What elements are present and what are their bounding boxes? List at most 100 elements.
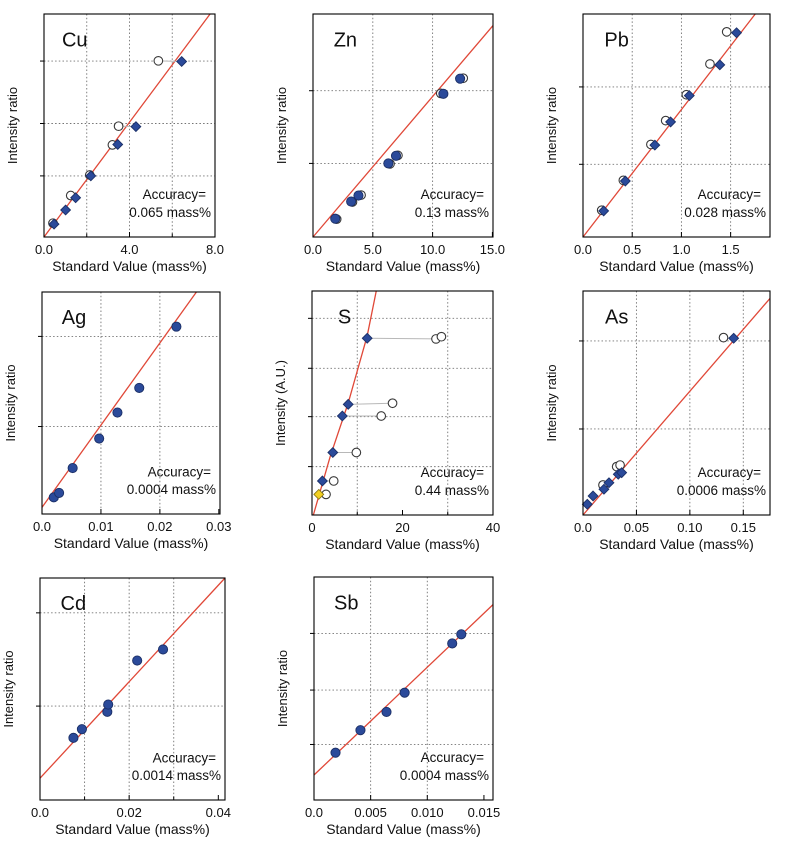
filled-circle-marker — [68, 732, 79, 743]
open-circle-marker — [387, 398, 398, 409]
filled-diamond-marker — [665, 116, 677, 128]
x-tick-label: 10.0 — [420, 242, 445, 257]
x-tick-label: 0.0 — [574, 520, 592, 535]
accuracy-value: 0.13 mass% — [415, 205, 489, 220]
x-tick-label: 20 — [395, 520, 409, 535]
y-axis-label: Intensity ratio — [275, 650, 290, 727]
open-circle-marker — [718, 332, 729, 343]
x-tick-label: 0 — [308, 520, 315, 535]
filled-diamond-marker — [598, 205, 610, 217]
y-axis-label: Intensity ratio — [544, 87, 559, 164]
plot-box — [41, 291, 221, 515]
plot-title: Zn — [334, 29, 357, 51]
y-axis-label: Intensity ratio — [274, 87, 289, 164]
y-axis-label: Intensity ratio — [1, 650, 16, 727]
x-tick-label: 0.02 — [117, 805, 142, 820]
filled-circle-marker — [76, 724, 87, 735]
plot-title: S — [338, 306, 351, 328]
filled-diamond-marker — [731, 27, 743, 39]
open-circle-marker — [153, 55, 164, 66]
filled-circle-marker — [132, 655, 143, 666]
filled-circle-marker — [355, 725, 366, 736]
filled-circle-marker — [67, 462, 78, 474]
plot-title: Pb — [604, 29, 628, 51]
accuracy-value: 0.44 mass% — [415, 483, 489, 498]
plot-box — [313, 576, 494, 801]
fit-line — [39, 577, 226, 779]
x-axis-label: Standard Value (mass%) — [325, 536, 480, 552]
x-axis-label: Standard Value (mass%) — [54, 535, 209, 551]
filled-circle-marker — [390, 150, 402, 161]
filled-diamond-marker — [130, 121, 142, 133]
plot-box — [582, 290, 771, 516]
filled-circle-marker — [456, 629, 467, 640]
chart-as: 0.0 0.05 0.10 0.15 As Accuracy= 0.0006 mass% St… — [544, 290, 771, 552]
x-axis-label: Standard Value (mass%) — [52, 258, 207, 274]
accuracy-label: Accuracy= — [698, 465, 762, 480]
filled-circle-marker — [438, 88, 449, 99]
accuracy-label: Accuracy= — [421, 187, 485, 202]
plot-title: Ag — [62, 307, 86, 329]
filled-circle-marker — [157, 644, 169, 655]
accuracy-value: 0.0004 mass% — [400, 768, 489, 783]
filled-diamond-marker — [361, 332, 373, 344]
plot-title: As — [605, 306, 628, 328]
filled-circle-marker — [399, 687, 410, 698]
open-circle-marker — [721, 26, 732, 37]
open-circle-marker — [436, 331, 447, 342]
connector-line — [367, 337, 436, 340]
filled-diamond-marker — [616, 467, 628, 479]
filled-circle-marker — [94, 433, 105, 444]
filled-diamond-marker — [728, 332, 740, 344]
x-tick-label: 0.015 — [468, 805, 501, 820]
open-circle-marker — [351, 447, 362, 458]
x-tick-label: 0.5 — [623, 242, 641, 257]
filled-circle-marker — [171, 321, 182, 332]
filled-diamond-marker — [112, 138, 124, 150]
filled-diamond-marker — [587, 490, 599, 502]
x-tick-label: 40 — [486, 520, 500, 535]
filled-diamond-marker — [342, 398, 354, 410]
accuracy-value: 0.028 mass% — [684, 205, 766, 220]
filled-circle-marker — [381, 706, 392, 717]
x-tick-label: 15.0 — [480, 242, 505, 257]
chart-sb: 0.0 0.005 0.010 0.015 Sb Accuracy= 0.0004 mass… — [275, 576, 501, 837]
open-circle-marker — [376, 411, 387, 421]
chart-cd: 0.0 0.02 0.04 Cd Accuracy= 0.0014 mass% Standa… — [1, 577, 231, 837]
x-tick-label: 0.010 — [411, 805, 444, 820]
plot-box — [312, 13, 494, 238]
filled-diamond-marker — [649, 139, 661, 151]
fit-line — [582, 297, 771, 516]
filled-diamond-marker — [327, 446, 339, 459]
accuracy-label: Accuracy= — [421, 465, 485, 480]
filled-circle-marker — [383, 158, 394, 169]
chart-ag: 0.0 0.01 0.02 0.03 Ag Accuracy= 0.0004 mass% St… — [3, 291, 231, 551]
filled-circle-marker — [330, 213, 341, 224]
filled-diamond-marker — [336, 410, 348, 422]
filled-diamond-marker — [70, 192, 82, 204]
accuracy-value: 0.0014 mass% — [132, 768, 221, 783]
x-tick-label: 0.0 — [35, 242, 53, 257]
y-axis-label: Intensity ratio — [544, 364, 559, 441]
x-tick-label: 0.02 — [147, 519, 172, 534]
x-tick-label: 0.01 — [88, 519, 113, 534]
y-axis-label: Intensity ratio — [5, 87, 20, 164]
y-axis-label: Intensity (A.U.) — [273, 360, 288, 446]
accuracy-label: Accuracy= — [421, 750, 485, 765]
x-axis-label: Standard Value (mass%) — [599, 258, 754, 274]
accuracy-label: Accuracy= — [698, 187, 762, 202]
x-axis-label: Standard Value (mass%) — [599, 536, 754, 552]
accuracy-label: Accuracy= — [153, 750, 217, 765]
filled-diamond-marker — [683, 90, 695, 102]
filled-circle-marker — [353, 190, 364, 201]
filled-diamond-marker — [176, 55, 188, 68]
x-tick-label: 0.005 — [354, 805, 387, 820]
open-circle-marker — [615, 460, 625, 470]
filled-diamond-marker — [581, 498, 593, 510]
chart-s: 0 20 40 S Accuracy= 0.44 mass% Standard Value … — [273, 290, 500, 552]
open-circle-marker — [705, 59, 715, 69]
x-tick-label: 0.03 — [206, 519, 231, 534]
x-tick-label: 0.0 — [304, 242, 322, 257]
x-tick-label: 1.5 — [722, 242, 740, 257]
